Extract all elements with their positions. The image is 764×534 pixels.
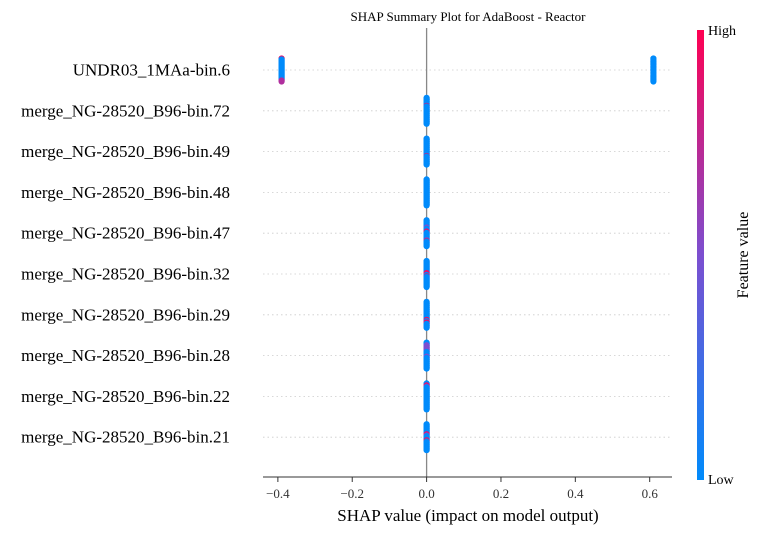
x-tick-label: 0.6 bbox=[642, 486, 659, 501]
feature-label: merge_NG-28520_B96-bin.48 bbox=[21, 183, 230, 202]
feature-label: merge_NG-28520_B96-bin.49 bbox=[21, 142, 230, 161]
feature-label: merge_NG-28520_B96-bin.72 bbox=[21, 101, 230, 120]
feature-label: merge_NG-28520_B96-bin.32 bbox=[21, 265, 230, 284]
feature-label: merge_NG-28520_B96-bin.47 bbox=[21, 224, 230, 243]
data-point bbox=[423, 120, 430, 127]
x-tick-label: −0.4 bbox=[266, 486, 290, 501]
data-points bbox=[278, 55, 657, 454]
chart-title: SHAP Summary Plot for AdaBoost - Reactor bbox=[351, 9, 587, 24]
x-tick-label: 0.0 bbox=[418, 486, 434, 501]
colorbar-low-label: Low bbox=[708, 473, 735, 488]
data-point bbox=[423, 324, 430, 331]
data-point bbox=[423, 283, 430, 291]
x-axis-ticks: −0.4 −0.2 0.0 0.2 0.4 0.6 bbox=[266, 477, 658, 501]
colorbar-high-label: High bbox=[708, 24, 736, 39]
data-point bbox=[423, 447, 430, 454]
x-tick-label: 0.4 bbox=[567, 486, 584, 501]
x-axis-label: SHAP value (impact on model output) bbox=[337, 506, 598, 525]
data-point bbox=[423, 161, 430, 168]
data-point bbox=[278, 78, 285, 85]
data-point bbox=[423, 365, 430, 372]
data-point bbox=[423, 202, 430, 209]
x-tick-label: 0.2 bbox=[493, 486, 509, 501]
colorbar bbox=[697, 30, 704, 480]
x-tick-label: −0.2 bbox=[340, 486, 364, 501]
feature-label: merge_NG-28520_B96-bin.21 bbox=[21, 428, 230, 447]
data-point bbox=[423, 406, 430, 413]
data-point bbox=[423, 243, 430, 250]
colorbar-title: Feature value bbox=[735, 212, 752, 299]
row-guides bbox=[263, 69, 672, 438]
feature-label: merge_NG-28520_B96-bin.29 bbox=[21, 305, 230, 324]
feature-label: merge_NG-28520_B96-bin.22 bbox=[21, 387, 230, 406]
feature-label: merge_NG-28520_B96-bin.28 bbox=[21, 346, 230, 365]
feature-label: UNDR03_1MAa-bin.6 bbox=[73, 61, 230, 80]
feature-labels: UNDR03_1MAa-bin.6 merge_NG-28520_B96-bin.… bbox=[21, 61, 230, 447]
data-point bbox=[650, 78, 657, 85]
